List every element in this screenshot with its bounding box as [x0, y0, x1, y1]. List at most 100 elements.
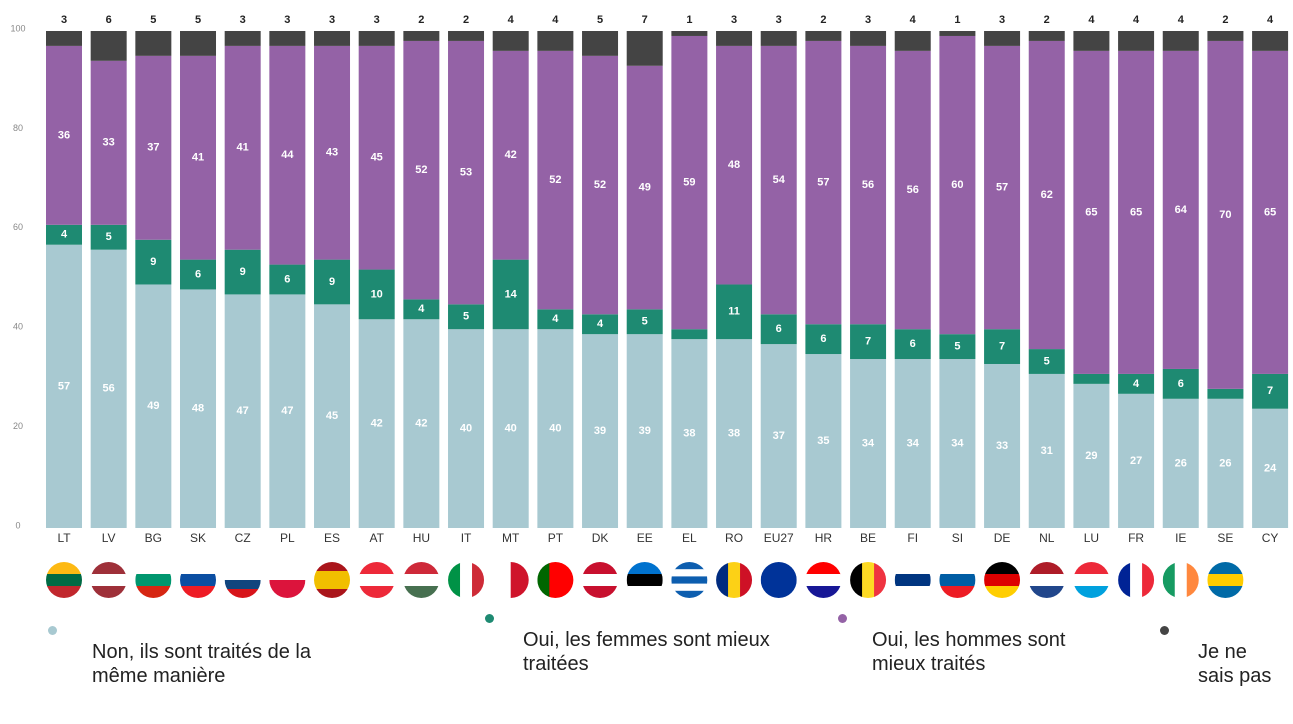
bar-segment [805, 324, 842, 355]
data-label: 9 [329, 276, 335, 288]
y-tick-label: 60 [13, 222, 23, 232]
flag [358, 574, 395, 587]
bar-segment [224, 45, 261, 250]
bar-segment [1073, 31, 1110, 51]
bar-segment [1028, 40, 1065, 350]
flag [180, 586, 217, 598]
flag [626, 562, 663, 575]
flag [269, 580, 306, 598]
data-label: 57 [996, 181, 1008, 193]
data-label: 4 [552, 313, 559, 325]
bar-segment [1207, 398, 1244, 528]
bar-segment [1028, 373, 1065, 528]
bar-segment [448, 304, 485, 330]
flag [1028, 574, 1065, 587]
data-label: 34 [907, 437, 920, 449]
bar-segment [180, 289, 217, 528]
flag [984, 586, 1021, 598]
bar-segment [314, 45, 351, 260]
flag [1252, 562, 1289, 598]
bar-segment [492, 31, 529, 51]
bar-segment [135, 31, 172, 56]
data-label: 4 [552, 14, 559, 26]
bar-segment [90, 249, 127, 528]
y-tick-label: 100 [10, 23, 25, 33]
flag [46, 574, 82, 587]
bar-segment [850, 359, 887, 528]
bar-segment [314, 31, 351, 46]
bar-segment [626, 309, 663, 335]
data-label: 52 [415, 164, 427, 176]
bar-segment [403, 319, 440, 528]
x-tick-label: CY [1262, 531, 1279, 545]
data-label: 5 [150, 14, 156, 26]
flag [224, 589, 261, 598]
bar-segment [671, 31, 708, 36]
data-label: 6 [1178, 378, 1184, 390]
bar-segment [492, 329, 529, 528]
bar-segment [46, 31, 82, 46]
flag [135, 586, 172, 598]
bar-segment [492, 259, 529, 330]
data-label: 54 [773, 174, 786, 186]
bar-segment [1028, 31, 1065, 41]
data-label: 6 [776, 323, 782, 335]
data-label: 5 [597, 14, 603, 26]
y-tick-label: 0 [15, 520, 20, 530]
bar-segment [135, 239, 172, 285]
data-label: 42 [415, 418, 427, 430]
y-tick-label: 20 [13, 421, 23, 431]
flag [862, 562, 875, 598]
bar-segment [1118, 373, 1155, 394]
data-label: 27 [1130, 455, 1142, 467]
flag [314, 580, 351, 590]
bar-segment [939, 35, 976, 335]
bar-segment [314, 304, 351, 528]
data-label: 57 [817, 176, 829, 188]
flag [358, 562, 395, 575]
data-label: 6 [910, 338, 916, 350]
data-label: 5 [954, 341, 960, 353]
x-tick-label: EE [637, 531, 653, 545]
x-tick-label: SK [190, 531, 206, 545]
data-label: 59 [683, 176, 695, 188]
bar-segment [448, 31, 485, 41]
bar-segment [894, 31, 931, 51]
data-label: 3 [999, 14, 1005, 26]
data-label: 65 [1085, 206, 1097, 218]
data-label: 40 [549, 423, 561, 435]
bar-segment [46, 244, 82, 528]
flag [728, 562, 741, 598]
data-label: 37 [147, 142, 159, 154]
data-label: 56 [103, 383, 115, 395]
data-label: 6 [195, 268, 201, 280]
data-label: 39 [639, 425, 651, 437]
bar-segment [716, 284, 753, 340]
x-tick-label: FR [1128, 531, 1144, 545]
bar-segment [269, 294, 306, 528]
data-label: 4 [910, 14, 917, 26]
bar-segment [894, 329, 931, 360]
data-label: 62 [1041, 189, 1053, 201]
flag [1028, 586, 1065, 598]
flag [358, 586, 395, 598]
data-label: 3 [865, 14, 871, 26]
x-tick-label: LV [102, 531, 116, 545]
bar-segment [984, 45, 1021, 330]
data-label: 6 [820, 333, 826, 345]
bar-segment [358, 319, 395, 528]
bar-segment [1162, 368, 1199, 399]
bar-segment [939, 334, 976, 360]
flag [894, 562, 931, 575]
flag [403, 586, 440, 598]
bar-segment [358, 269, 395, 320]
data-label: 44 [281, 149, 294, 161]
flag [671, 562, 708, 570]
data-label: 6 [106, 14, 112, 26]
data-label: 57 [58, 380, 70, 392]
data-label: 33 [103, 137, 115, 149]
flag [549, 562, 562, 598]
data-label: 4 [61, 229, 68, 241]
data-label: 5 [195, 14, 201, 26]
bar-segment [671, 329, 708, 340]
